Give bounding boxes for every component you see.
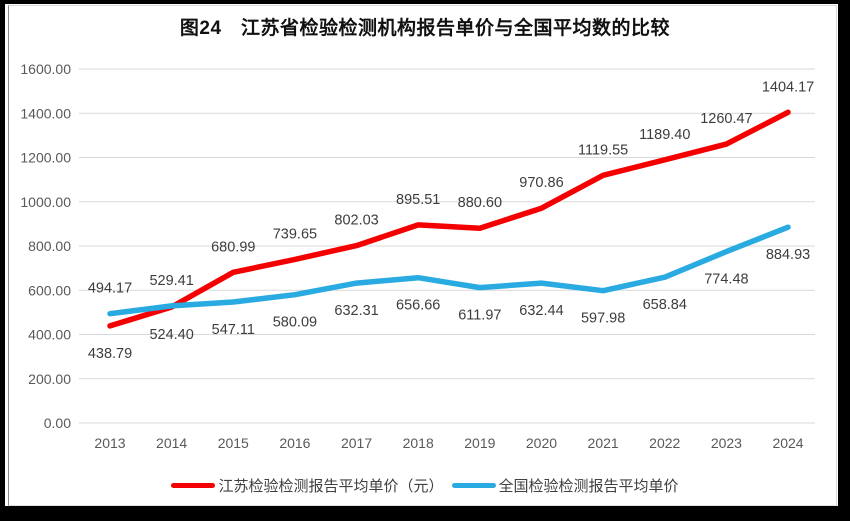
y-tick-label: 1600.00 [20,61,71,77]
scan-edge-top [0,0,850,4]
scan-edge-right [838,0,850,521]
data-label: 774.48 [704,272,748,288]
data-label: 438.79 [88,346,132,362]
x-tick-label: 2023 [711,435,742,451]
x-tick-label: 2014 [156,435,187,451]
data-label: 632.44 [519,303,563,319]
data-label: 494.17 [88,281,132,297]
scan-edge-bottom [0,506,850,521]
x-tick-label: 2017 [341,435,372,451]
x-tick-label: 2022 [649,435,680,451]
x-tick-label: 2024 [772,435,803,451]
data-label: 1189.40 [639,127,690,143]
red-line-swatch-icon [171,482,216,488]
legend-label-national: 全国检验检测报告平均单价 [498,477,679,495]
x-tick-label: 2021 [588,435,619,451]
data-label: 802.03 [334,213,378,229]
data-label: 547.11 [212,322,255,338]
data-label: 597.98 [581,311,625,327]
x-tick-label: 2013 [94,435,125,451]
scan-edge-left [0,0,5,521]
data-label: 884.93 [766,247,810,263]
chart-title: 图24 江苏省检验检测机构报告单价与全国平均数的比较 [179,18,671,39]
data-label: 611.97 [458,308,501,324]
data-label: 880.60 [458,195,502,211]
legend-item-jiangsu: 江苏检验检测报告平均单价（元） [171,475,444,496]
blue-line-swatch-icon [451,482,496,488]
data-label: 580.09 [273,315,317,331]
data-label: 739.65 [273,226,317,242]
data-label: 1260.47 [700,111,752,127]
y-tick-label: 800.00 [28,238,71,254]
data-label: 1119.55 [578,142,628,158]
y-tick-label: 0.00 [44,415,71,431]
data-label: 895.51 [396,192,440,208]
data-label: 529.41 [149,273,193,289]
y-tick-label: 200.00 [28,371,71,387]
legend-item-national: 全国检验检测报告平均单价 [451,475,679,496]
data-label: 970.86 [519,175,563,191]
y-tick-label: 400.00 [28,327,71,343]
x-tick-label: 2020 [526,435,557,451]
series-line-1 [107,224,791,317]
series-line-0 [107,109,791,329]
y-tick-label: 600.00 [28,282,71,298]
data-label: 658.84 [643,297,687,313]
x-tick-label: 2019 [464,435,495,451]
x-tick-label: 2016 [279,435,310,451]
x-tick-label: 2018 [403,435,434,451]
chart-border [8,5,837,506]
data-label: 632.31 [334,303,378,319]
y-tick-label: 1000.00 [20,194,71,210]
chart-legend: 江苏检验检测报告平均单价（元） 全国检验检测报告平均单价 [0,475,850,496]
x-tick-label: 2015 [218,435,249,451]
data-label: 1404.17 [762,79,814,95]
y-tick-label: 1400.00 [20,105,71,121]
data-label: 680.99 [211,239,255,255]
y-tick-label: 1200.00 [20,150,71,166]
data-label: 656.66 [396,298,440,314]
data-label: 524.40 [149,327,193,343]
legend-label-jiangsu: 江苏检验检测报告平均单价（元） [218,477,444,495]
